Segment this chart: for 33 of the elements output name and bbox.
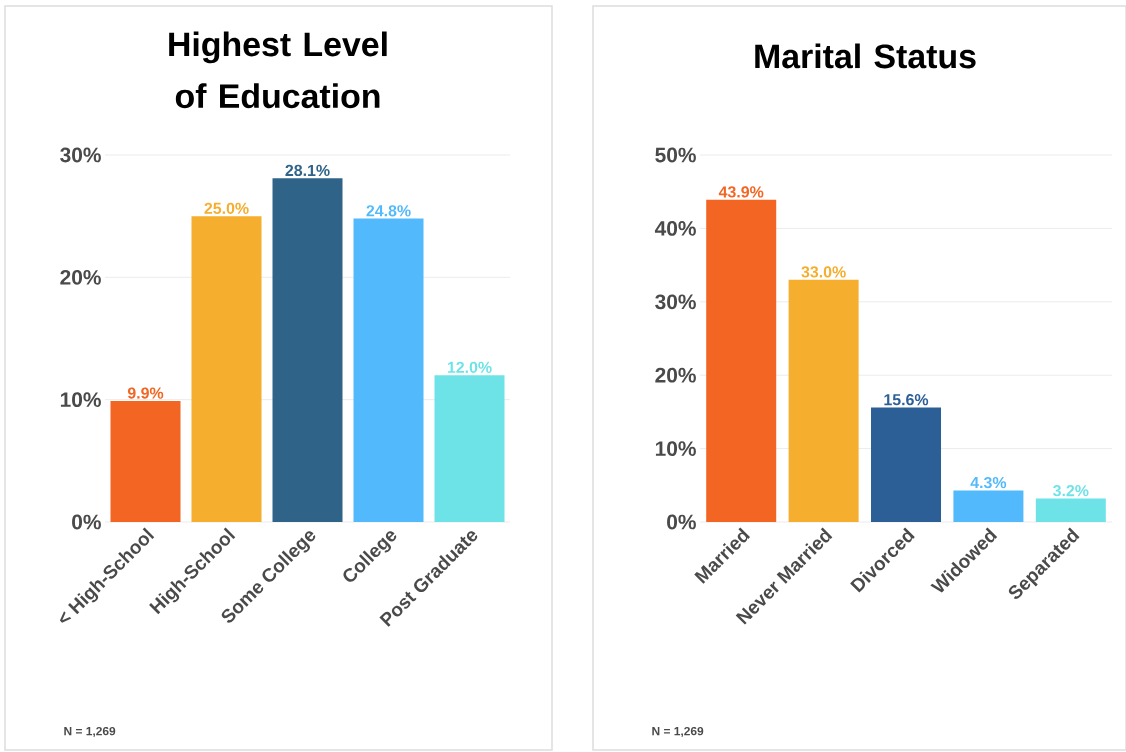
y-tick-label: 40% (654, 220, 696, 236)
bar (788, 279, 859, 522)
y-tick-label: 20% (60, 269, 101, 285)
bar (272, 178, 343, 522)
data-label: 33.0% (801, 266, 846, 278)
y-tick-label: 10% (655, 441, 696, 456)
y-tick-label: 30% (60, 147, 101, 163)
text: N = 1,269 (64, 726, 116, 738)
bar (434, 375, 505, 522)
data-label: 15.6% (884, 394, 929, 406)
bar (871, 407, 942, 522)
data-label: 28.1% (285, 164, 330, 177)
data-label: 24.8% (366, 205, 411, 217)
data-label: 12.0% (447, 361, 492, 373)
bar (353, 218, 424, 522)
y-tick-label: 30% (655, 294, 696, 310)
data-label: 25.0% (204, 202, 249, 214)
data-label: 9.9% (127, 387, 164, 399)
y-tick-label: 50% (655, 147, 696, 163)
y-tick-label: 0% (667, 514, 696, 530)
bar (706, 199, 777, 522)
bar (1035, 498, 1106, 522)
bar (191, 216, 262, 522)
bar (953, 490, 1024, 522)
bar (110, 400, 181, 522)
chart-title: Marital Status (755, 43, 976, 69)
text: N = 1,269 (652, 726, 704, 738)
y-tick-label: 10% (60, 392, 101, 408)
chart-title: Highest Level of Education (169, 31, 387, 109)
data-label: 3.2% (1053, 485, 1089, 497)
data-label: 43.9% (718, 186, 764, 198)
y-tick-label: 20% (655, 367, 696, 383)
data-label: 4.3% (970, 476, 1007, 489)
